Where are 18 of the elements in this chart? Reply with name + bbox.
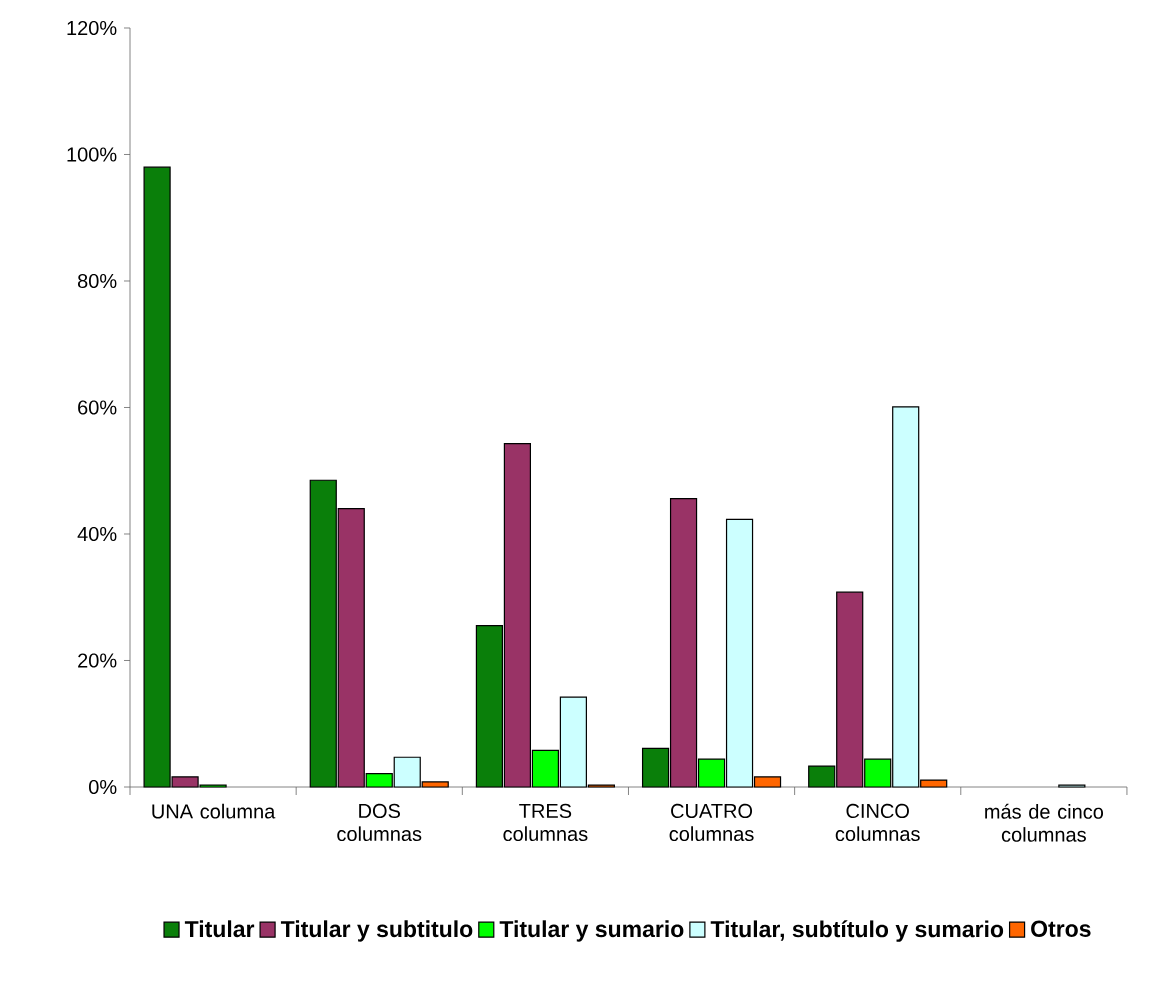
- y-tick-label: 20%: [78, 653, 117, 668]
- y-tick-label: 80%: [77, 273, 117, 289]
- legend-label: Titular y sumario: [499, 920, 684, 942]
- y-tick-label: 100%: [67, 147, 117, 162]
- y-tick-label: 0%: [89, 779, 117, 795]
- y-tick-label: 120%: [67, 20, 117, 36]
- x-tick-label: DOS columnas: [337, 803, 422, 842]
- y-tick-label: 40%: [77, 526, 117, 542]
- legend-label: Titular, subtítulo y sumario: [710, 920, 1004, 942]
- x-tick-label: más de cinco columnas: [985, 803, 1104, 842]
- legend-label: Otros: [1031, 920, 1091, 937]
- x-tick-label: CUATRO columnas: [669, 803, 754, 842]
- x-tick-label: TRES columnas: [503, 803, 588, 842]
- legend-label: Titular: [184, 920, 255, 938]
- x-tick-label: UNA columna: [152, 803, 276, 819]
- legend-label: Titular y subtitulo: [280, 920, 473, 942]
- x-tick-label: CINCO columnas: [835, 803, 920, 842]
- y-tick-label: 60%: [78, 400, 117, 415]
